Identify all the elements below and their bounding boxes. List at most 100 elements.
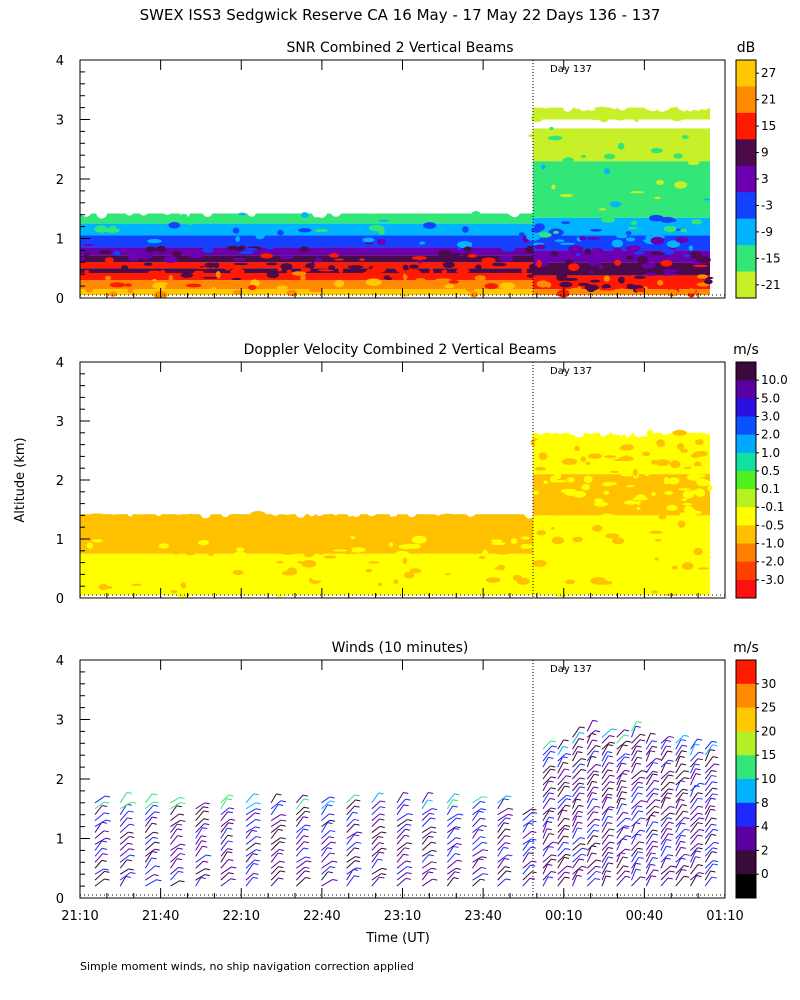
wind-barb-flag xyxy=(253,793,259,796)
wind-barb-flag xyxy=(710,797,716,800)
wind-barb-flag xyxy=(356,831,363,834)
wind-barb-flag xyxy=(607,769,613,772)
wind-barb-flag xyxy=(625,848,631,851)
texture-speckle xyxy=(562,157,574,164)
wind-barb-flag xyxy=(548,756,554,759)
wind-barb xyxy=(675,858,682,869)
wind-barb-flag xyxy=(697,758,703,761)
wind-barb xyxy=(586,792,593,804)
wind-barb xyxy=(675,777,685,786)
wind-barb xyxy=(572,847,583,857)
texture-gap xyxy=(672,98,679,105)
wind-barb-flag xyxy=(506,795,512,798)
wind-barb-flag xyxy=(329,813,335,816)
wind-barb xyxy=(346,867,357,875)
heatmap-band xyxy=(80,255,533,263)
texture-speckle xyxy=(265,262,278,266)
wind-barb-flag xyxy=(625,753,631,756)
heatmap-band xyxy=(533,515,710,596)
texture-speckle xyxy=(411,256,427,260)
wind-barb-flag xyxy=(711,876,717,879)
texture-speckle xyxy=(526,233,541,241)
wind-barb xyxy=(94,837,106,845)
wind-barb xyxy=(675,763,682,774)
wind-barb-flag xyxy=(454,871,460,874)
texture-gap xyxy=(83,203,94,215)
wind-barb xyxy=(396,828,406,839)
wind-barb-flag xyxy=(548,780,554,783)
texture-gap xyxy=(693,98,699,105)
wind-barb xyxy=(631,863,637,875)
wind-barb xyxy=(542,798,551,810)
day-marker-label: Day 137 xyxy=(550,366,592,377)
wind-barb xyxy=(94,868,105,875)
texture-speckle xyxy=(581,580,593,586)
texture-gap xyxy=(147,202,157,213)
wind-barb xyxy=(660,857,667,869)
wind-barb xyxy=(170,858,178,869)
texture-speckle xyxy=(690,584,695,590)
wind-barb-flag xyxy=(129,854,135,857)
wind-barb xyxy=(586,824,595,833)
wind-barb-flag xyxy=(381,847,387,850)
texture-speckle xyxy=(589,228,602,232)
wind-barb xyxy=(601,822,608,833)
wind-barb-flag xyxy=(712,787,718,790)
texture-speckle xyxy=(490,542,507,546)
wind-barb-flag xyxy=(104,870,110,873)
wind-barb xyxy=(522,877,531,887)
texture-speckle xyxy=(158,543,170,549)
wind-barb-flag xyxy=(565,804,571,807)
wind-barb xyxy=(616,773,623,786)
wind-barb xyxy=(690,782,700,792)
texture-speckle xyxy=(497,564,506,571)
wind-barb xyxy=(295,841,305,851)
wind-barb xyxy=(660,812,670,822)
wind-barb-flag xyxy=(654,805,660,808)
wind-barb xyxy=(704,793,714,804)
wind-barb-flag xyxy=(303,806,310,809)
wind-barb-flag xyxy=(593,786,599,789)
wind-barb xyxy=(645,845,654,857)
wind-barb xyxy=(572,738,580,750)
texture-speckle xyxy=(350,535,356,540)
wind-barb-flag xyxy=(595,870,602,873)
texture-speckle xyxy=(566,477,575,483)
wind-barb xyxy=(704,863,714,875)
wind-barb xyxy=(346,841,357,851)
texture-speckle xyxy=(554,239,565,243)
texture-speckle xyxy=(597,580,613,585)
heatmap-band xyxy=(80,514,533,537)
wind-barb xyxy=(195,806,204,816)
wind-barb-flag xyxy=(576,815,582,818)
wind-barb-flag xyxy=(609,735,615,738)
wind-barb xyxy=(472,836,481,845)
wind-barb-flag xyxy=(622,744,628,747)
wind-barb-flag xyxy=(669,870,675,873)
wind-barb-flag xyxy=(280,837,286,840)
wind-barb-flag xyxy=(378,842,385,845)
texture-speckle xyxy=(359,258,365,262)
texture-speckle xyxy=(543,480,548,485)
wind-barb xyxy=(245,863,254,875)
wind-barb-flag xyxy=(697,738,703,741)
wind-barb-flag xyxy=(655,799,661,802)
texture-speckle xyxy=(672,429,688,436)
wind-barb xyxy=(447,867,457,875)
wind-barb xyxy=(497,813,508,822)
texture-speckle xyxy=(588,260,600,266)
texture-speckle xyxy=(633,275,646,279)
texture-speckle xyxy=(589,271,594,274)
texture-speckle xyxy=(449,575,460,581)
texture-speckle xyxy=(677,520,686,528)
texture-speckle xyxy=(245,515,255,524)
texture-gap xyxy=(634,426,643,436)
wind-barb xyxy=(557,865,568,875)
wind-barb-flag xyxy=(698,872,704,875)
wind-barb-flag xyxy=(562,809,568,812)
texture-speckle xyxy=(585,568,602,574)
wind-barb xyxy=(119,823,130,833)
texture-speckle xyxy=(697,274,708,279)
texture-speckle xyxy=(343,557,354,561)
wind-barb xyxy=(346,856,356,863)
